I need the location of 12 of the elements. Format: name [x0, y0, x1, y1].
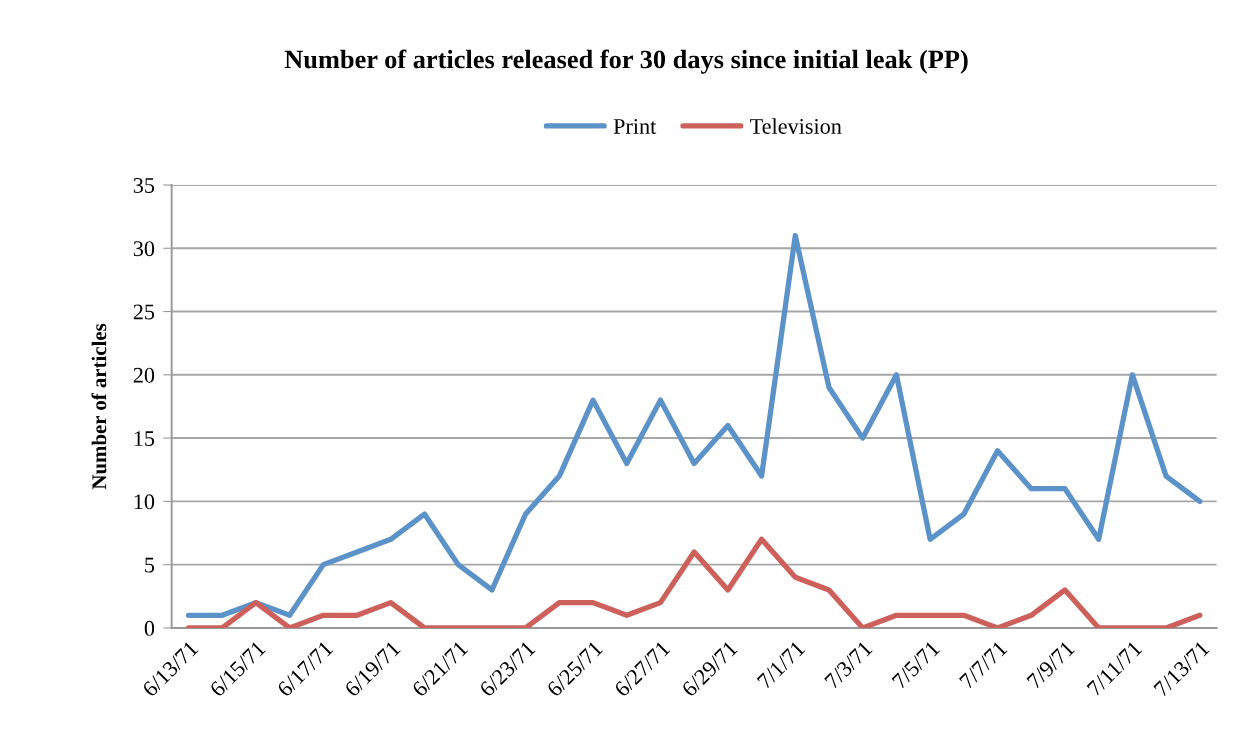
legend-label: Television [750, 118, 842, 134]
y-tick-label: 35 [133, 177, 155, 193]
y-tick-label: 5 [145, 557, 155, 573]
legend-label: Print [613, 118, 657, 134]
chart-title: Number of articles released for 30 days since initial leak (PP) [284, 49, 968, 74]
y-axis-title: Number of articles [91, 323, 107, 490]
y-tick-label: 0 [144, 620, 155, 636]
y-tick-label: 25 [133, 304, 155, 320]
y-tick-label: 10 [134, 494, 155, 510]
y-tick-label: 20 [133, 367, 155, 383]
y-tick-label: 15 [134, 431, 155, 447]
y-tick-label: 30 [133, 241, 155, 257]
